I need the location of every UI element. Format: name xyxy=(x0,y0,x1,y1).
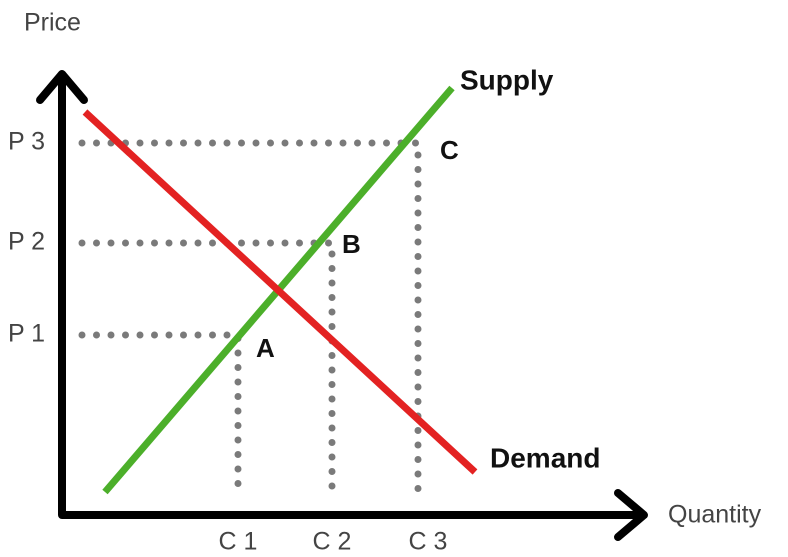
price-tick: P 3 xyxy=(8,128,45,156)
quantity-tick: C 1 xyxy=(219,528,258,556)
point-label: B xyxy=(342,229,361,259)
price-tick: P 2 xyxy=(8,228,45,256)
y-axis-label: Price xyxy=(24,9,81,37)
point-label: C xyxy=(440,135,459,165)
guide-p3 xyxy=(78,139,422,499)
demand-line xyxy=(82,109,478,475)
supply-label: Supply xyxy=(460,64,554,95)
y-arrowhead xyxy=(36,70,88,104)
price-tick: P 1 xyxy=(8,320,45,348)
x-arrowhead xyxy=(614,489,648,541)
demand-label: Demand xyxy=(490,442,600,473)
y-axis xyxy=(58,74,644,519)
point-label: A xyxy=(256,333,275,363)
guide-p1 xyxy=(78,331,242,499)
axes xyxy=(36,70,648,541)
quantity-tick: C 3 xyxy=(409,528,448,556)
quantity-tick: C 2 xyxy=(313,528,352,556)
guide-p2 xyxy=(78,239,336,499)
x-axis-label: Quantity xyxy=(668,501,762,529)
